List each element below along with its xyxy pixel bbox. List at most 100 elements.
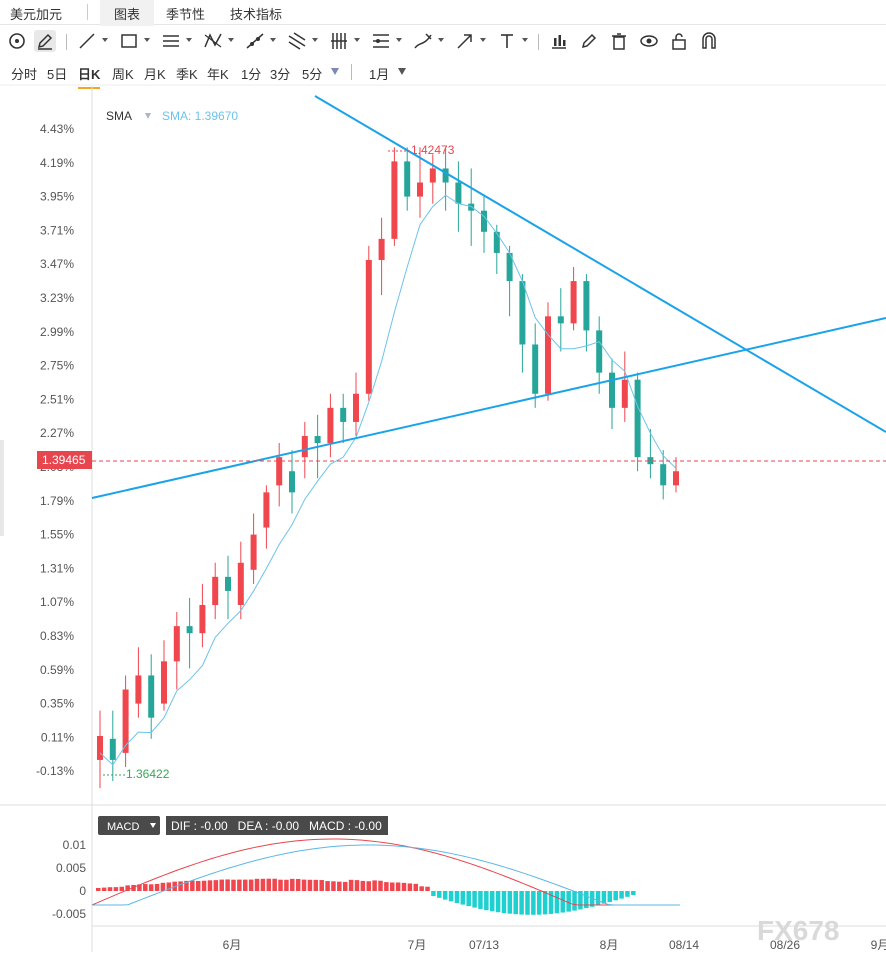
period-monthly[interactable]: 月K bbox=[144, 67, 166, 82]
period-weekly[interactable]: 周K bbox=[112, 67, 134, 82]
candle-body[interactable] bbox=[391, 161, 398, 239]
trend-line-descending[interactable] bbox=[314, 95, 886, 433]
period-1min[interactable]: 1分 bbox=[241, 67, 262, 82]
candle-body[interactable] bbox=[109, 738, 116, 760]
candle-body[interactable] bbox=[442, 168, 449, 183]
fork-icon[interactable] bbox=[286, 30, 308, 52]
candle-body[interactable] bbox=[365, 259, 372, 394]
eye-icon[interactable] bbox=[638, 30, 660, 52]
candle-body[interactable] bbox=[468, 203, 475, 211]
candle-body[interactable] bbox=[276, 457, 283, 486]
more-periods-icon[interactable] bbox=[331, 68, 339, 75]
parallel-lines-icon[interactable] bbox=[160, 30, 182, 52]
candle-body[interactable] bbox=[212, 576, 219, 606]
candle-body[interactable] bbox=[673, 471, 679, 486]
chart-icon[interactable] bbox=[548, 30, 570, 52]
candle-body[interactable] bbox=[621, 379, 628, 408]
dropdown-arrow-icon[interactable] bbox=[480, 38, 486, 42]
symbol-tab[interactable]: 美元加元 bbox=[10, 7, 63, 22]
period-fenshi[interactable]: 分时 bbox=[11, 67, 38, 82]
period-daily[interactable]: 日K bbox=[78, 64, 101, 89]
candle-body[interactable] bbox=[545, 316, 551, 394]
candle-body[interactable] bbox=[301, 436, 308, 458]
circle-tool-icon[interactable] bbox=[6, 30, 28, 52]
period-5min[interactable]: 5分 bbox=[302, 67, 323, 82]
candle-body[interactable] bbox=[250, 534, 257, 570]
text-icon[interactable] bbox=[496, 30, 518, 52]
trash-icon[interactable] bbox=[608, 30, 630, 52]
candle-body[interactable] bbox=[481, 210, 487, 232]
candle-body[interactable] bbox=[148, 675, 155, 718]
pencil-icon[interactable] bbox=[34, 30, 56, 52]
dropdown-arrow-icon[interactable] bbox=[144, 38, 150, 42]
candle-body[interactable] bbox=[161, 661, 167, 704]
lock-icon[interactable] bbox=[668, 30, 690, 52]
candle-body[interactable] bbox=[557, 316, 564, 324]
candle-body[interactable] bbox=[429, 168, 436, 183]
dropdown-arrow-icon[interactable] bbox=[186, 38, 192, 42]
candle-body[interactable] bbox=[506, 252, 513, 282]
draw-icon[interactable] bbox=[578, 30, 600, 52]
candle-body[interactable] bbox=[532, 344, 539, 394]
tab-indicators[interactable]: 技术指标 bbox=[230, 7, 283, 22]
period-yearly[interactable]: 年K bbox=[207, 67, 229, 82]
candle-body[interactable] bbox=[314, 436, 321, 444]
side-handle[interactable] bbox=[0, 440, 4, 536]
candle-body[interactable] bbox=[647, 457, 654, 465]
candle-body[interactable] bbox=[519, 281, 526, 345]
candle-body[interactable] bbox=[660, 464, 667, 486]
dropdown-arrow-icon[interactable] bbox=[522, 38, 528, 42]
tab-chart[interactable]: 图表 bbox=[114, 7, 141, 22]
dropdown-arrow-icon[interactable] bbox=[228, 38, 234, 42]
pattern-icon[interactable] bbox=[202, 30, 224, 52]
candle-body[interactable] bbox=[263, 492, 270, 528]
dropdown-arrow-icon[interactable] bbox=[438, 38, 444, 42]
range-dropdown-icon[interactable] bbox=[398, 68, 406, 75]
candle-body[interactable] bbox=[173, 626, 180, 662]
candle-body[interactable] bbox=[225, 576, 231, 591]
candle-body[interactable] bbox=[289, 471, 295, 493]
candle-body[interactable] bbox=[596, 330, 603, 373]
candle-body[interactable] bbox=[609, 372, 615, 408]
candle-body[interactable] bbox=[353, 393, 359, 422]
period-5d[interactable]: 5日 bbox=[47, 67, 68, 82]
lines-icon[interactable] bbox=[370, 30, 392, 52]
dropdown-arrow-icon[interactable] bbox=[354, 38, 360, 42]
bars-icon[interactable] bbox=[328, 30, 350, 52]
candle-body[interactable] bbox=[493, 231, 500, 253]
line-icon[interactable] bbox=[76, 30, 98, 52]
macd-select[interactable] bbox=[98, 816, 160, 835]
macd-select-label[interactable]: MACD bbox=[107, 821, 139, 833]
dropdown-arrow-icon[interactable] bbox=[270, 38, 276, 42]
range-select[interactable]: 1月 bbox=[369, 67, 390, 82]
candle-body[interactable] bbox=[570, 281, 577, 324]
rectangle-icon[interactable] bbox=[118, 30, 140, 52]
candle-body[interactable] bbox=[583, 281, 590, 331]
period-quarterly[interactable]: 季K bbox=[176, 67, 198, 82]
dropdown-arrow-icon[interactable] bbox=[312, 38, 318, 42]
magnet-icon[interactable] bbox=[698, 30, 720, 52]
candle-body[interactable] bbox=[340, 407, 347, 422]
candle-body[interactable] bbox=[634, 379, 641, 458]
dropdown-arrow-icon[interactable] bbox=[102, 38, 108, 42]
ray-icon[interactable] bbox=[244, 30, 266, 52]
candle-body[interactable] bbox=[327, 407, 334, 444]
dropdown-arrow-icon[interactable] bbox=[396, 38, 402, 42]
candle-body[interactable] bbox=[199, 605, 206, 634]
candle-body[interactable] bbox=[404, 161, 411, 197]
arrow-icon[interactable] bbox=[454, 30, 476, 52]
sma-label[interactable]: SMA bbox=[106, 109, 132, 123]
tab-seasonal[interactable]: 季节性 bbox=[166, 7, 206, 22]
candle-body[interactable] bbox=[135, 675, 142, 704]
candle-body[interactable] bbox=[417, 182, 423, 197]
candle-body[interactable] bbox=[378, 238, 385, 260]
period-3min[interactable]: 3分 bbox=[270, 67, 291, 82]
candle-body[interactable] bbox=[237, 562, 244, 606]
brush-icon[interactable] bbox=[412, 30, 434, 52]
candle-body[interactable] bbox=[186, 626, 193, 634]
sma-dropdown-icon[interactable] bbox=[145, 113, 151, 119]
trend-line-ascending[interactable] bbox=[91, 317, 886, 499]
candle-body[interactable] bbox=[455, 182, 462, 204]
candle-body[interactable] bbox=[97, 735, 103, 760]
